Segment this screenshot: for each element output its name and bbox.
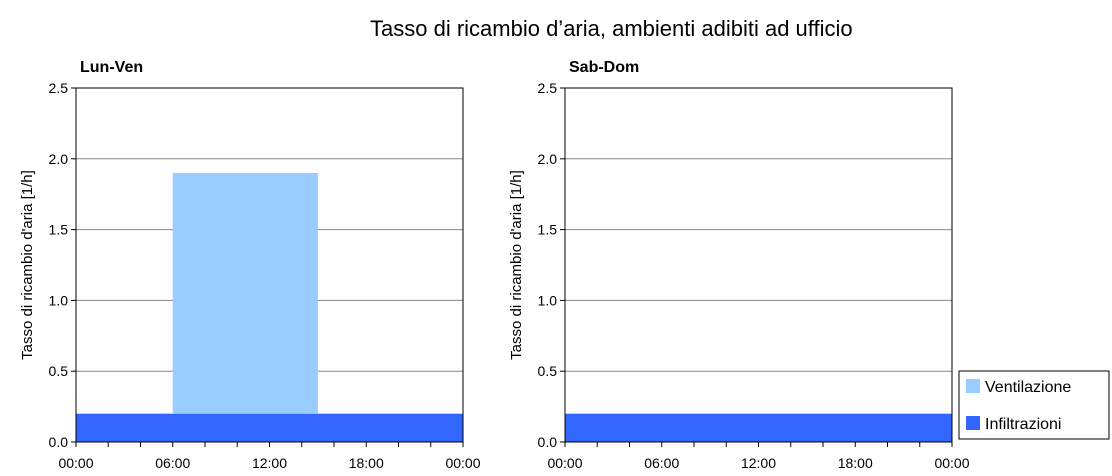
x-tick-label: 00:00	[58, 455, 93, 471]
y-axis-label: Tasso di ricambio d'aria [1/h]	[19, 170, 36, 360]
y-axis-label: Tasso di ricambio d'aria [1/h]	[508, 170, 525, 360]
x-tick-label: 18:00	[838, 455, 873, 471]
y-tick-label: 0.5	[49, 363, 69, 379]
y-tick-label: 2.0	[49, 151, 69, 167]
x-tick-label: 00:00	[934, 455, 969, 471]
infiltrazioni-area	[565, 414, 952, 442]
y-tick-label: 1.5	[49, 222, 69, 238]
y-tick-label: 2.5	[49, 80, 69, 96]
y-tick-label: 1.0	[49, 292, 69, 308]
x-tick-label: 00:00	[445, 455, 480, 471]
x-tick-label: 06:00	[644, 455, 679, 471]
x-tick-label: 00:00	[547, 455, 582, 471]
plot-frame	[565, 88, 952, 442]
ventilazione-area	[173, 173, 318, 414]
legend-label: Infiltrazioni	[985, 416, 1061, 433]
y-tick-label: 2.5	[538, 80, 558, 96]
panel-title: Lun-Ven	[80, 59, 143, 76]
y-tick-label: 0.0	[49, 434, 69, 450]
x-tick-label: 12:00	[252, 455, 287, 471]
y-tick-label: 2.0	[538, 151, 558, 167]
y-tick-label: 0.0	[538, 434, 558, 450]
legend-swatch	[966, 379, 980, 393]
y-tick-label: 0.5	[538, 363, 558, 379]
legend-label: Ventilazione	[985, 379, 1071, 396]
chart-panel-sab-dom: 0.0 0.5 1.0 1.5 2.0 2.5 00:00 06:00 12:00 18:00 00…	[508, 59, 970, 471]
y-tick-label: 1.0	[538, 292, 558, 308]
chart-panel-lun-ven: 0.0 0.5 1.0 1.5 2.0 2.5 00:00 06:00 12:00 18:00 00…	[19, 59, 481, 471]
x-tick-label: 18:00	[349, 455, 384, 471]
legend-swatch	[966, 416, 980, 430]
x-tick-label: 06:00	[155, 455, 190, 471]
y-tick-label: 1.5	[538, 222, 558, 238]
x-tick-label: 12:00	[741, 455, 776, 471]
infiltrazioni-area	[76, 414, 463, 442]
legend: Ventilazione Infiltrazioni	[959, 371, 1109, 439]
panel-title: Sab-Dom	[569, 59, 639, 76]
